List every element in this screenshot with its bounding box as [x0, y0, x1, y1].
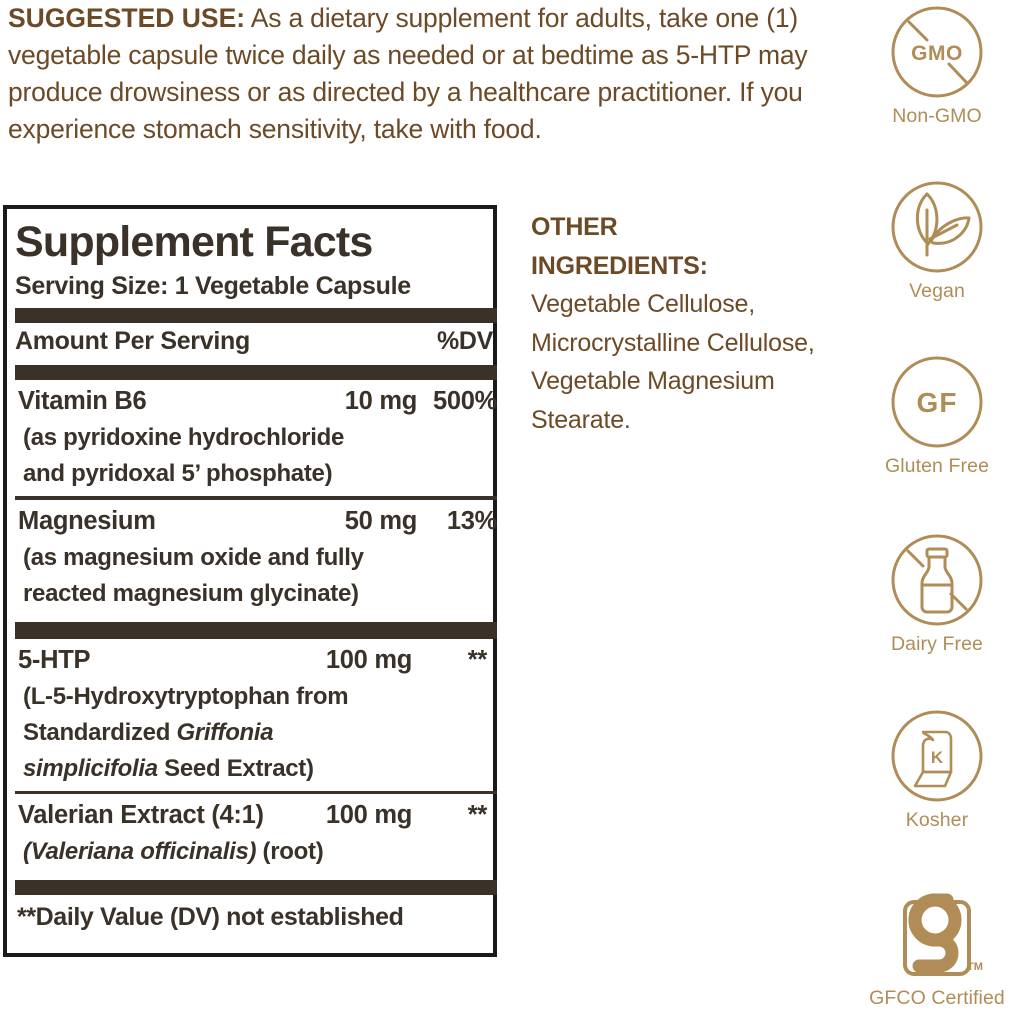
nutrient-name: Vitamin B6 — [18, 387, 147, 415]
nutrient-dv: ** — [467, 801, 488, 829]
suggested-use-text: As a dietary supplement for adults, take… — [8, 3, 808, 144]
supplement-facts-panel: Supplement Facts Serving Size: 1 Vegetab… — [3, 205, 497, 957]
other-ingredients-label-line1: OTHER — [531, 213, 618, 241]
amount-per-serving-header-row: Amount Per Serving %DV — [15, 323, 497, 359]
divider-rule-2 — [15, 791, 497, 794]
nutrient-subline: (L-5-Hydroxytryptophan from — [23, 683, 349, 710]
nutrient-amount: 10 mg — [344, 387, 418, 415]
nutrient-dv: 500% — [432, 387, 497, 415]
divider-bar-header — [15, 365, 497, 380]
divider-bar-bottom — [15, 880, 497, 895]
vegan-leaf-icon — [891, 181, 983, 273]
nutrient-name: 5-HTP — [18, 646, 91, 674]
nutrient-row-valerian-extract: Valerian Extract (4:1) 100 mg ** (Valeri… — [15, 794, 497, 874]
suggested-use-paragraph: SUGGESTED USE: As a dietary supplement f… — [8, 0, 808, 148]
suggested-use-label: SUGGESTED USE: — [8, 3, 246, 33]
badge-kosher: K Kosher — [855, 706, 1019, 832]
nutrient-subline: (Valeriana officinalis) (root) — [15, 834, 497, 870]
gluten-free-icon: GF — [891, 356, 983, 448]
nutrient-row-5-htp: 5-HTP 100 mg ** (L-5-Hydroxytryptophan f… — [15, 639, 497, 791]
nutrient-amount: 100 mg — [325, 646, 412, 674]
percent-dv-label: %DV — [436, 327, 493, 355]
serving-size: Serving Size: 1 Vegetable Capsule — [15, 272, 411, 300]
badge-caption: Non-GMO — [892, 105, 982, 127]
gfco-tm-mark: TM — [967, 961, 983, 973]
nutrient-subline: reacted magnesium glycinate) — [23, 580, 359, 607]
kosher-icon: K — [891, 710, 983, 802]
divider-rule-1 — [15, 496, 497, 500]
nutrient-amount: 100 mg — [325, 801, 412, 829]
nutrient-name: Valerian Extract (4:1) — [18, 797, 264, 834]
other-ingredients-block: OTHER INGREDIENTS: Vegetable Cellulose, … — [531, 208, 851, 439]
non-gmo-mark-text: GMO — [911, 42, 963, 65]
badge-caption: Gluten Free — [884, 455, 990, 477]
nutrient-subline: (as pyridoxine hydrochloride — [23, 424, 345, 451]
amount-per-serving-label: Amount Per Serving — [15, 327, 250, 355]
gfco-certified-icon: TM — [903, 893, 983, 976]
other-ingredients-text: Vegetable Cellulose, Microcrystalline Ce… — [531, 290, 815, 434]
gluten-free-mark-text: GF — [917, 387, 958, 418]
non-gmo-icon: GMO — [891, 6, 983, 98]
kosher-mark-text: K — [931, 748, 944, 767]
badge-gluten-free: GF Gluten Free — [855, 352, 1019, 478]
subline-species: simplicifolia — [23, 755, 158, 782]
nutrient-dv: ** — [467, 646, 488, 674]
subline-plain: Standardized — [23, 719, 177, 746]
subline-species: Griffonia — [176, 719, 274, 746]
supplement-facts-title: Supplement Facts — [15, 218, 373, 266]
other-ingredients-label-line2: INGREDIENTS: — [531, 251, 708, 280]
nutrient-row-magnesium: Magnesium 50 mg 13% (as magnesium oxide … — [15, 500, 497, 616]
divider-bar-middle — [15, 622, 497, 639]
badge-caption: GFCO Certified — [869, 987, 1005, 1009]
badge-non-gmo: GMO Non-GMO — [855, 2, 1019, 128]
subline-plain: (root) — [256, 838, 324, 865]
nutrient-amount: 50 mg — [344, 507, 418, 535]
badge-caption: Dairy Free — [890, 633, 984, 655]
badge-gfco-certified: TM GFCO Certified — [855, 880, 1019, 1010]
nutrient-name-text: Valerian Extract (4:1) — [18, 801, 264, 829]
badge-dairy-free: Dairy Free — [855, 530, 1019, 656]
nutrient-subline: simplicifolia Seed Extract) — [15, 751, 497, 787]
nutrient-dv: 13% — [446, 507, 497, 535]
nutrient-row-vitamin-b6: Vitamin B6 10 mg 500% (as pyridoxine hyd… — [15, 380, 497, 496]
nutrient-subline: and pyridoxal 5’ phosphate) — [23, 460, 333, 487]
subline-plain: Seed Extract) — [157, 755, 314, 782]
nutrient-subline: (as magnesium oxide and fully — [23, 544, 364, 571]
badge-caption: Vegan — [909, 280, 965, 302]
badge-caption: Kosher — [905, 809, 969, 831]
badge-vegan: Vegan — [855, 177, 1019, 303]
dairy-free-bottle-icon — [891, 534, 983, 626]
daily-value-footnote: **Daily Value (DV) not established — [17, 903, 404, 931]
nutrient-subline: Standardized Griffonia — [15, 715, 497, 751]
subline-species: (Valeriana officinalis) — [23, 838, 257, 865]
divider-bar-top — [15, 308, 497, 323]
certification-badge-column: GMO Non-GMO Vegan GF Gluten Free — [855, 0, 1019, 1024]
nutrient-name: Magnesium — [18, 507, 156, 535]
